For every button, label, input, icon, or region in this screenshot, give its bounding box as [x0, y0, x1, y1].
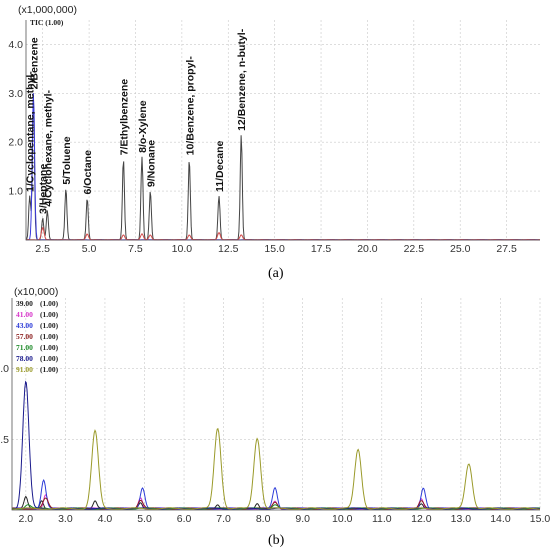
series-line-71-00	[11, 504, 540, 510]
peak-label: 1/Cyclopentane, methyl-	[25, 71, 37, 192]
peak-label: 9/Nonane	[145, 140, 157, 187]
peak-label: 3/Heptane	[38, 164, 50, 214]
x-tick-label: 7.0	[216, 513, 231, 525]
panel-b-axes	[11, 298, 540, 511]
peak-label: 4/Cyclohexane, methyl-	[42, 89, 54, 206]
x-tick-label: 14.0	[490, 513, 511, 525]
legend-scale: (1.00)	[40, 365, 59, 374]
peak-label: 5/Toluene	[61, 136, 73, 184]
peak-label: 11/Decane	[214, 140, 226, 192]
panel-b-y-tick-labels: 0.5 1.0	[0, 363, 9, 446]
y-tick-label: 0.5	[0, 434, 9, 446]
legend-item-71.00: 71.00	[16, 343, 33, 352]
legend-item-91.00: 91.00	[16, 365, 33, 374]
panel-b-traces	[11, 380, 541, 510]
x-tick-label: 25.0	[450, 243, 471, 255]
legend-item-57.00: 57.00	[16, 332, 33, 341]
panel-b-caption: (b)	[268, 533, 285, 548]
panel-a-y-tick-labels: 1.0 2.0 3.0 4.0	[8, 39, 23, 198]
x-tick-label: 7.5	[128, 243, 143, 255]
legend-scale: (1.00)	[40, 299, 59, 308]
x-tick-label: 17.5	[311, 243, 332, 255]
panel-a-caption: (a)	[268, 266, 284, 281]
x-tick-label: 5.0	[82, 243, 97, 255]
x-tick-label: 10.0	[332, 513, 353, 525]
panel-a-grid	[26, 20, 540, 240]
x-tick-label: 8.0	[256, 513, 271, 525]
x-tick-label: 20.0	[357, 243, 378, 255]
panel-a-tic-label: TIC (1.00)	[30, 18, 64, 27]
x-tick-label: 13.0	[451, 513, 472, 525]
peak-label: 8/o-Xylene	[137, 100, 149, 153]
panel-b-legend: 39.00 (1.00) 41.00 (1.00) 43.00 (1.00) 57.00 (1…	[16, 299, 59, 374]
y-tick-label: 3.0	[8, 88, 23, 100]
panel-b-multiplier: (x10,000)	[14, 286, 58, 298]
legend-item-39.00: 39.00	[16, 299, 33, 308]
peak-label: 6/Octane	[82, 150, 94, 195]
x-tick-label: 5.0	[137, 513, 152, 525]
x-tick-label: 2.5	[35, 243, 50, 255]
panel-a-axes	[25, 20, 540, 241]
legend-scale: (1.00)	[40, 354, 59, 363]
x-tick-label: 27.5	[496, 243, 517, 255]
panel-b: 2.0 3.0 4.0 5.0 6.0 7.0 8.0 9.0 10.0 11.0 12.0 13.0…	[0, 286, 550, 548]
y-tick-label: 1.0	[8, 186, 23, 198]
x-tick-label: 3.0	[58, 513, 73, 525]
peak-label: 2/Benzene	[28, 37, 40, 89]
legend-scale: (1.00)	[40, 321, 59, 330]
panel-a-multiplier: (x1,000,000)	[18, 4, 77, 16]
legend-item-78.00: 78.00	[16, 354, 33, 363]
x-tick-label: 9.0	[295, 513, 310, 525]
peak-label: 12/Benzene, n-butyl-	[236, 28, 248, 131]
legend-scale: (1.00)	[40, 310, 59, 319]
series-line-91-00	[11, 427, 541, 510]
panel-a-x-tick-labels: 2.5 5.0 7.5 10.0 12.5 15.0 17.5 20.0 22.5 25.0 27.…	[35, 243, 517, 255]
x-tick-label: 6.0	[177, 513, 192, 525]
peak-label: 10/Benzene, propyl-	[184, 56, 196, 156]
panel-b-x-tick-labels: 2.0 3.0 4.0 5.0 6.0 7.0 8.0 9.0 10.0 11.0 12.0 13.0…	[19, 513, 550, 525]
x-tick-label: 22.5	[404, 243, 425, 255]
legend-scale: (1.00)	[40, 332, 59, 341]
legend-item-41.00: 41.00	[16, 310, 33, 319]
legend-item-43.00: 43.00	[16, 321, 33, 330]
x-tick-label: 12.0	[411, 513, 432, 525]
peak-label: 7/Ethylbenzene	[118, 79, 130, 156]
x-tick-label: 15.0	[264, 243, 285, 255]
panel-b-plot-area	[12, 298, 540, 510]
y-tick-label: 1.0	[0, 363, 9, 375]
x-tick-label: 11.0	[372, 513, 392, 525]
legend-scale: (1.00)	[40, 343, 59, 352]
x-tick-label: 15.0	[530, 513, 550, 525]
x-tick-label: 10.0	[172, 243, 193, 255]
x-tick-label: 12.5	[218, 243, 239, 255]
panel-b-grid	[12, 298, 541, 510]
panel-a-plot-area	[26, 20, 540, 240]
x-tick-label: 2.0	[19, 513, 34, 525]
y-tick-label: 2.0	[8, 137, 23, 149]
x-tick-label: 4.0	[98, 513, 113, 525]
y-tick-label: 4.0	[8, 39, 23, 51]
